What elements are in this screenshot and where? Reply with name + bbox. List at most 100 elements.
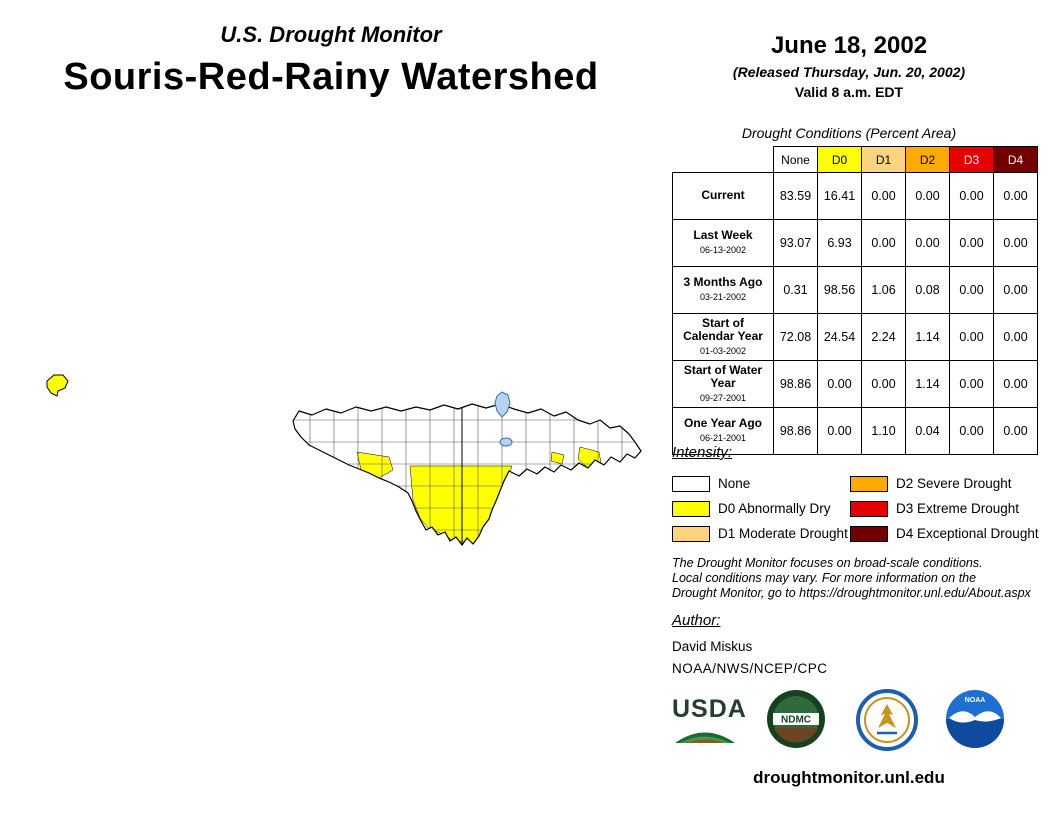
cell: 1.14	[905, 313, 950, 361]
col-header-d3: D3	[949, 146, 994, 173]
usda-field-icon	[675, 732, 735, 743]
valid-line: Valid 8 a.m. EDT	[794, 84, 904, 100]
table-row: Start of Calendar Year 01-03-2002 72.08 …	[672, 313, 1038, 361]
disclaimer: The Drought Monitor focuses on broad-sca…	[672, 556, 1031, 600]
legend-item-none: None	[672, 471, 850, 496]
cell: 0.31	[773, 266, 818, 314]
col-header-none: None	[773, 146, 818, 173]
cell: 6.93	[817, 219, 862, 267]
program-title: U.S. Drought Monitor	[220, 22, 442, 47]
none-swatch	[672, 475, 710, 492]
region-title: Souris-Red-Rainy Watershed	[63, 56, 599, 98]
row-label: One Year Ago 06-21-2001	[672, 407, 774, 455]
d2-swatch	[850, 475, 888, 492]
col-header-d1: D1	[861, 146, 906, 173]
cell: 0.00	[949, 313, 994, 361]
legend-item-d2: D2 Severe Drought	[850, 471, 1032, 496]
western-watershed-fragment	[46, 374, 69, 397]
cell: 1.14	[905, 360, 950, 408]
table-row: Start of Water Year 09-27-2001 98.86 0.0…	[672, 360, 1038, 408]
cell: 0.00	[861, 360, 906, 408]
cell: 0.00	[993, 360, 1038, 408]
cell: 0.00	[949, 360, 994, 408]
table-header-row: None D0 D1 D2 D3 D4	[673, 146, 1038, 173]
cell: 1.06	[861, 266, 906, 314]
author-name: David Miskus	[672, 639, 753, 654]
cell: 0.00	[861, 172, 906, 220]
cell: 0.00	[949, 172, 994, 220]
release-header: June 18, 2002 (Released Thursday, Jun. 2…	[672, 32, 1026, 100]
noaa-logo: NOAA	[946, 690, 1004, 748]
row-label: 3 Months Ago 03-21-2002	[672, 266, 774, 314]
table-row: One Year Ago 06-21-2001 98.86 0.00 1.10 …	[672, 407, 1038, 455]
d4-swatch	[850, 525, 888, 542]
legend-title: Intensity:	[672, 444, 733, 461]
usda-logo: USDA	[672, 695, 747, 749]
d0-swatch	[672, 500, 710, 517]
watershed-map	[46, 374, 642, 546]
intensity-legend: Intensity: None D0 Abnormally Dry D1 Mod…	[672, 444, 1039, 546]
corner-cell	[673, 147, 774, 173]
table-row: Current 83.59 16.41 0.00 0.00 0.00 0.00	[672, 172, 1038, 220]
author-block: Author: David Miskus NOAA/NWS/NCEP/CPC	[672, 612, 828, 676]
author-title: Author:	[672, 612, 721, 629]
usda-wordmark: USDA	[672, 695, 747, 723]
author-org: NOAA/NWS/NCEP/CPC	[672, 661, 828, 676]
legend-grid: None D0 Abnormally Dry D1 Moderate Droug…	[672, 471, 1039, 546]
table-title: Drought Conditions (Percent Area)	[741, 125, 957, 141]
cell: 16.41	[817, 172, 862, 220]
noaa-wordmark: NOAA	[965, 697, 986, 704]
cell: 0.00	[993, 172, 1038, 220]
cell: 0.00	[993, 266, 1038, 314]
legend-item-d0: D0 Abnormally Dry	[672, 496, 850, 521]
ndmc-logo: NDMC	[767, 690, 825, 748]
table-row: Last Week 06-13-2002 93.07 6.93 0.00 0.0…	[672, 219, 1038, 267]
drought-conditions-table: None D0 D1 D2 D3 D4 Current 83.59 16.41 …	[672, 146, 1038, 455]
cell: 0.00	[861, 219, 906, 267]
release-date: June 18, 2002	[770, 32, 928, 59]
cell: 93.07	[773, 219, 818, 267]
watershed-outline	[292, 403, 642, 546]
cell: 98.86	[773, 407, 818, 455]
cell: 0.00	[905, 172, 950, 220]
row-label: Last Week 06-13-2002	[672, 219, 774, 267]
cell: 98.56	[817, 266, 862, 314]
legend-item-d4: D4 Exceptional Drought	[850, 521, 1039, 546]
cell: 83.59	[773, 172, 818, 220]
row-label: Start of Water Year 09-27-2001	[672, 360, 774, 408]
lake-icon	[494, 391, 511, 418]
cell: 98.86	[773, 360, 818, 408]
cell: 0.04	[905, 407, 950, 455]
legend-item-d3: D3 Extreme Drought	[850, 496, 1032, 521]
cell: 0.00	[993, 313, 1038, 361]
cell: 24.54	[817, 313, 862, 361]
department-of-commerce-seal	[856, 689, 918, 751]
released-line: (Released Thursday, Jun. 20, 2002)	[732, 64, 966, 80]
cell: 0.00	[993, 407, 1038, 455]
footer-url: droughtmonitor.unl.edu	[753, 768, 945, 787]
col-header-d2: D2	[905, 146, 950, 173]
cell: 2.24	[861, 313, 906, 361]
cell: 1.10	[861, 407, 906, 455]
d1-swatch	[672, 525, 710, 542]
d3-swatch	[850, 500, 888, 517]
d0-region-south	[409, 465, 513, 545]
legend-item-d1: D1 Moderate Drought	[672, 521, 850, 546]
table-row: 3 Months Ago 03-21-2002 0.31 98.56 1.06 …	[672, 266, 1038, 314]
col-header-d0: D0	[817, 146, 862, 173]
ndmc-wordmark: NDMC	[781, 715, 811, 726]
cell: 0.00	[949, 266, 994, 314]
cell: 0.08	[905, 266, 950, 314]
col-header-d4: D4	[993, 146, 1038, 173]
cell: 0.00	[817, 360, 862, 408]
cell: 0.00	[993, 219, 1038, 267]
cell: 72.08	[773, 313, 818, 361]
left-header: U.S. Drought Monitor Souris-Red-Rainy Wa…	[0, 22, 662, 99]
row-label: Start of Calendar Year 01-03-2002	[672, 313, 774, 361]
small-lake-icon	[499, 437, 513, 447]
row-label: Current	[672, 172, 774, 220]
cell: 0.00	[949, 407, 994, 455]
cell: 0.00	[905, 219, 950, 267]
cell: 0.00	[949, 219, 994, 267]
